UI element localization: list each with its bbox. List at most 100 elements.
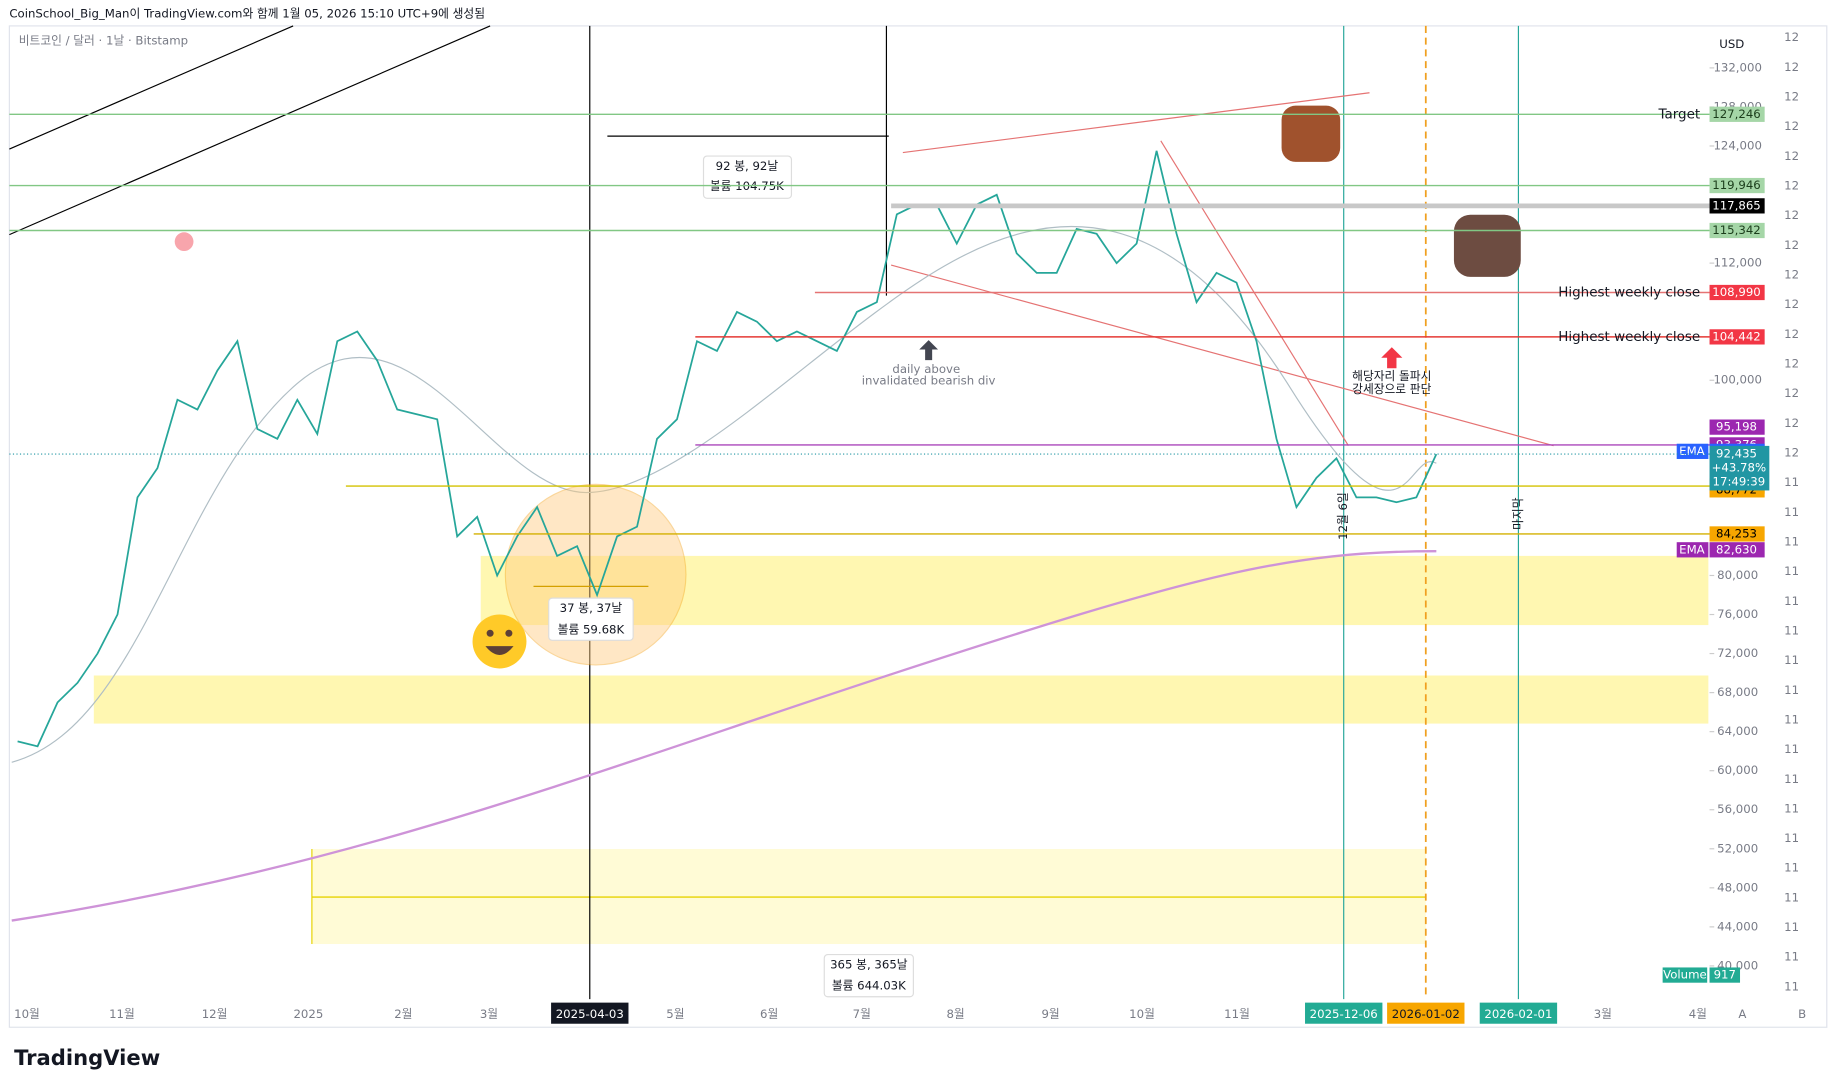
smiley-mouth bbox=[485, 646, 514, 655]
price-label-bg bbox=[1709, 284, 1765, 301]
y-tick-label: 132,000 bbox=[1713, 60, 1761, 74]
scale-label: 11 bbox=[1784, 831, 1799, 845]
measure-box bbox=[823, 953, 914, 998]
y-tick-label: 80,000 bbox=[1717, 568, 1758, 582]
bull bbox=[1281, 105, 1341, 162]
x-tick-label: 8월 bbox=[946, 1007, 964, 1021]
scale-label: 11 bbox=[1784, 683, 1799, 697]
tag-bg bbox=[1676, 443, 1709, 459]
y-tick-label: 68,000 bbox=[1717, 685, 1758, 699]
price-line bbox=[17, 150, 1438, 748]
price-label-bg bbox=[1709, 542, 1765, 558]
y-tick-label: 60,000 bbox=[1717, 763, 1758, 777]
x-tick-label: 2025 bbox=[293, 1007, 323, 1021]
scale-label: 12 bbox=[1784, 386, 1799, 400]
scale-button[interactable]: B bbox=[1798, 1007, 1806, 1021]
drawings bbox=[9, 25, 1709, 1000]
y-tick-label: 64,000 bbox=[1717, 724, 1758, 738]
smiley-eye bbox=[486, 629, 494, 637]
scale-label: 11 bbox=[1784, 564, 1799, 578]
scale-label: 12 bbox=[1784, 327, 1799, 341]
x-tick-label: 7월 bbox=[853, 1007, 871, 1021]
zone bbox=[480, 555, 1709, 626]
price-label-bg bbox=[1709, 526, 1765, 542]
trendline bbox=[902, 92, 1370, 154]
trendline bbox=[9, 25, 491, 236]
scale-label: 11 bbox=[1784, 534, 1799, 548]
scale-label: 12 bbox=[1784, 30, 1799, 44]
x-tick-label: 10월 bbox=[1129, 1007, 1155, 1021]
price-label-bg bbox=[1709, 177, 1765, 194]
x-tick-label: 6월 bbox=[760, 1007, 778, 1021]
x-tick-label: 2026-02-01 bbox=[1484, 1007, 1552, 1021]
marker bbox=[174, 232, 194, 252]
pane-border bbox=[8, 25, 1828, 1028]
smiley-eye bbox=[505, 629, 513, 637]
level-note: Highest weekly close bbox=[1558, 329, 1700, 345]
price-label: 104,442 bbox=[1712, 329, 1760, 343]
price-label: 115,342 bbox=[1712, 223, 1760, 237]
annotation: 37 봉, 37날 bbox=[560, 601, 623, 615]
price-label: 82,630 bbox=[1716, 542, 1757, 556]
scale-label: 11 bbox=[1784, 979, 1799, 993]
scale-label: 11 bbox=[1784, 712, 1799, 726]
price-label-bg bbox=[1709, 329, 1765, 345]
scale-label: 11 bbox=[1784, 653, 1799, 667]
x-tick-label: 3월 bbox=[1594, 1007, 1612, 1021]
measure-box bbox=[548, 597, 634, 641]
price-label-bg bbox=[1709, 222, 1765, 239]
annotation: 강세장으로 판단 bbox=[1352, 382, 1431, 396]
price-label: 117,865 bbox=[1712, 198, 1760, 212]
scale-label: 12 bbox=[1784, 208, 1799, 222]
bear bbox=[1453, 214, 1521, 277]
scale-label: 11 bbox=[1784, 505, 1799, 519]
annotation: 볼륨 644.03K bbox=[832, 979, 906, 993]
scale-button[interactable]: A bbox=[1738, 1007, 1746, 1021]
price-label: 127,246 bbox=[1712, 107, 1760, 121]
scale-label: 12 bbox=[1784, 119, 1799, 133]
scale-label: 11 bbox=[1784, 920, 1799, 934]
scale-label: 11 bbox=[1784, 594, 1799, 608]
x-label-bg bbox=[1305, 1002, 1383, 1024]
price-label-bg bbox=[1709, 419, 1765, 435]
caption: CoinSchool_Big_Man이 TradingView.com와 함께 … bbox=[9, 7, 485, 21]
arrow bbox=[1381, 347, 1403, 369]
scale-label: 12 bbox=[1784, 149, 1799, 163]
annotation: 12월 6일 bbox=[1336, 492, 1350, 540]
y-tick-label: 48,000 bbox=[1717, 880, 1758, 894]
price-label-bg bbox=[1709, 106, 1765, 122]
current-bg bbox=[1709, 445, 1770, 491]
scale-label: 11 bbox=[1784, 772, 1799, 786]
x-tick-label: 2025-04-03 bbox=[556, 1007, 624, 1021]
annotation: 92 봉, 92날 bbox=[716, 159, 779, 173]
x-tick-label: 2025-12-06 bbox=[1310, 1007, 1378, 1021]
volume-value: 917 bbox=[1714, 968, 1736, 982]
scale-label: 12 bbox=[1784, 60, 1799, 74]
x-label-bg bbox=[551, 1002, 629, 1024]
y-tick-label: 72,000 bbox=[1717, 646, 1758, 660]
x-tick-label: 9월 bbox=[1041, 1007, 1059, 1021]
x-tick-label: 3월 bbox=[480, 1007, 498, 1021]
scale-label: 12 bbox=[1784, 89, 1799, 103]
annotation: 365 봉, 365날 bbox=[830, 958, 908, 972]
scale-label: 12 bbox=[1784, 178, 1799, 192]
x-tick-label: 5월 bbox=[666, 1007, 684, 1021]
scale-label: 12 bbox=[1784, 445, 1799, 459]
y-tick-label: 76,000 bbox=[1717, 607, 1758, 621]
scale-label: 11 bbox=[1784, 623, 1799, 637]
arrow bbox=[919, 340, 939, 361]
countdown: 17:49:39 bbox=[1713, 475, 1766, 489]
annotation: 마지막 bbox=[1511, 497, 1525, 530]
volume-bg bbox=[1662, 967, 1708, 983]
price-label: 108,990 bbox=[1712, 285, 1760, 299]
x-tick-label: 12월 bbox=[202, 1007, 228, 1021]
tag: EMA bbox=[1679, 444, 1705, 458]
scale-label: 12 bbox=[1784, 267, 1799, 281]
x-tick-label: 4월 bbox=[1689, 1007, 1707, 1021]
x-tick-label: 2월 bbox=[394, 1007, 412, 1021]
smiley bbox=[472, 614, 527, 669]
scale-label: 11 bbox=[1784, 742, 1799, 756]
ema-200 bbox=[11, 550, 1437, 922]
symbol: 비트코인 / 달러 · 1날 · Bitstamp bbox=[19, 34, 188, 48]
